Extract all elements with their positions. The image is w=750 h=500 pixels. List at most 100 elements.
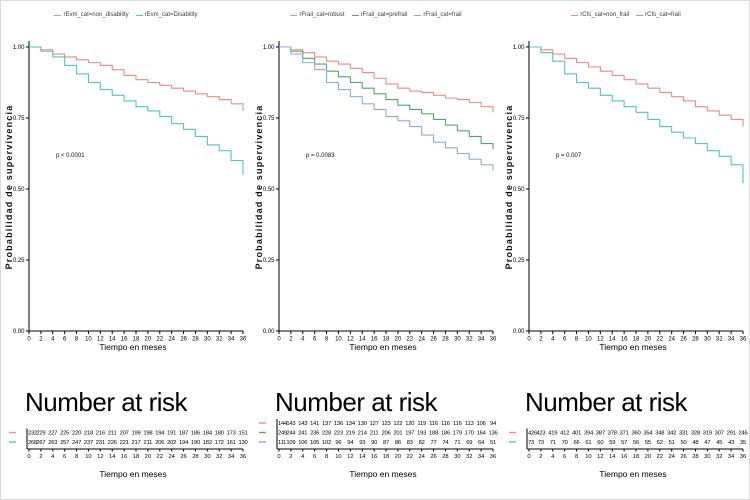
y-tick-label: 1.00 xyxy=(513,45,525,51)
survival-plot: 1.000.750.500.250.000 2 4 6 8 10 12 14 16 18 20 22 2… xyxy=(263,41,497,343)
risk-x-tick-label: 24 xyxy=(668,454,675,460)
survival-curve xyxy=(529,46,744,127)
risk-x-tick-label: 8 xyxy=(575,454,578,460)
risk-count: 354 xyxy=(643,431,653,437)
risk-count: 164 xyxy=(477,431,487,437)
x-tick-label: 20 xyxy=(145,337,152,343)
y-tick-label: 0.25 xyxy=(13,258,25,264)
risk-count: 197 xyxy=(405,431,414,437)
risk-count: 220 xyxy=(72,431,81,437)
risk-count: 82 xyxy=(419,440,425,446)
risk-x-tick-label: 0 xyxy=(527,454,530,460)
legend-label: rFrail_cat=robust xyxy=(299,12,345,18)
risk-count: 96 xyxy=(335,440,341,446)
y-tick-label: 0.00 xyxy=(13,329,25,335)
risk-count: 43 xyxy=(728,440,734,446)
risk-count: 74 xyxy=(442,440,449,446)
risk-x-axis-title: Tiempo en meses xyxy=(599,469,667,479)
risk-x-tick-label: 4 xyxy=(551,454,555,460)
risk-x-tick-label: 26 xyxy=(180,454,186,460)
risk-x-tick-label: 16 xyxy=(121,454,127,460)
legend-label: rFrail_cat=frail xyxy=(423,12,462,18)
risk-table-heading: Number at risk xyxy=(275,387,438,417)
risk-count: 94 xyxy=(490,421,497,427)
risk-count: 229 xyxy=(36,431,45,437)
risk-x-tick-label: 28 xyxy=(442,454,448,460)
risk-table: 232 229 227 225 220 218 216 211 207 199 198 194 191 1… xyxy=(9,428,248,460)
risk-table-heading: Number at risk xyxy=(25,387,188,417)
legend-item: rFrail_cat=robust xyxy=(290,12,345,18)
x-tick-label: 4 xyxy=(301,337,305,343)
risk-count: 206 xyxy=(381,431,390,437)
risk-count: 307 xyxy=(715,431,724,437)
x-tick-label: 16 xyxy=(371,337,378,343)
risk-x-tick-label: 30 xyxy=(704,454,710,460)
km-panel-disability: rEvm_cat=non_disability rEvm_cat=Disabili… xyxy=(1,1,251,499)
legend-label: rEvm_cat=non_disability xyxy=(63,12,129,18)
risk-count: 227 xyxy=(48,431,57,437)
risk-x-tick-label: 34 xyxy=(228,454,235,460)
risk-count: 83 xyxy=(407,440,413,446)
risk-count: 378 xyxy=(608,431,617,437)
legend-item: rCfs_cat=non_frail xyxy=(571,12,629,18)
risk-count: 48 xyxy=(692,440,698,446)
risk-count: 236 xyxy=(310,431,319,437)
risk-count: 207 xyxy=(120,431,129,437)
risk-count: 66 xyxy=(574,440,580,446)
legend-key-dash xyxy=(571,14,579,16)
risk-count: 193 xyxy=(417,431,426,437)
legend-key-dash xyxy=(636,14,644,16)
legend-item: rEvm_cat=Disability xyxy=(135,12,198,18)
risk-count: 86 xyxy=(395,440,401,446)
risk-count: 51 xyxy=(669,440,675,446)
risk-x-tick-label: 18 xyxy=(383,454,389,460)
risk-count: 45 xyxy=(716,440,722,446)
risk-count: 173 xyxy=(227,431,236,437)
risk-count: 423 xyxy=(536,431,545,437)
risk-count: 109 xyxy=(286,440,295,446)
risk-count: 263 xyxy=(48,440,57,446)
x-tick-label: 32 xyxy=(216,337,223,343)
risk-table: 426 423 419 412 401 394 387 378 371 360 354 348 342 3… xyxy=(509,428,748,460)
y-tick-label: 0.50 xyxy=(13,187,25,193)
x-tick-label: 36 xyxy=(240,337,247,343)
x-tick-label: 24 xyxy=(418,337,425,343)
x-tick-label: 34 xyxy=(728,337,735,343)
x-tick-label: 20 xyxy=(395,337,402,343)
risk-count: 186 xyxy=(441,431,450,437)
y-tick-label: 1.00 xyxy=(13,45,25,51)
risk-count: 291 xyxy=(727,431,736,437)
survival-curve xyxy=(529,46,744,184)
risk-table: 144 143 143 141 137 136 134 130 127 123 122 120 119 1… xyxy=(259,419,498,460)
risk-x-tick-label: 18 xyxy=(133,454,139,460)
risk-x-tick-label: 34 xyxy=(478,454,485,460)
risk-count: 319 xyxy=(703,431,712,437)
legend-item: rCfs_cat=frail xyxy=(636,12,681,18)
y-tick-label: 1.00 xyxy=(263,45,275,51)
risk-count: 237 xyxy=(84,440,93,446)
risk-x-tick-label: 4 xyxy=(51,454,55,460)
risk-count: 331 xyxy=(679,431,688,437)
risk-x-tick-label: 4 xyxy=(301,454,305,460)
x-tick-label: 20 xyxy=(645,337,652,343)
risk-x-tick-label: 12 xyxy=(97,454,103,460)
risk-count: 170 xyxy=(465,431,474,437)
x-tick-label: 6 xyxy=(63,337,67,343)
risk-x-tick-label: 22 xyxy=(407,454,413,460)
risk-count: 71 xyxy=(454,440,460,446)
risk-x-tick-label: 22 xyxy=(657,454,663,460)
x-axis-title: Tiempo en meses xyxy=(99,342,167,352)
risk-x-tick-label: 14 xyxy=(609,454,616,460)
risk-x-tick-label: 28 xyxy=(192,454,198,460)
risk-count: 191 xyxy=(167,431,176,437)
risk-count: 111 xyxy=(278,440,286,446)
y-tick-label: 0.50 xyxy=(263,187,275,193)
x-tick-label: 10 xyxy=(85,337,92,343)
risk-x-tick-label: 36 xyxy=(240,454,246,460)
survival-curve xyxy=(279,46,494,171)
x-tick-label: 0 xyxy=(27,337,31,343)
risk-x-tick-label: 36 xyxy=(490,454,496,460)
risk-count: 71 xyxy=(550,440,556,446)
risk-x-tick-label: 14 xyxy=(359,454,366,460)
